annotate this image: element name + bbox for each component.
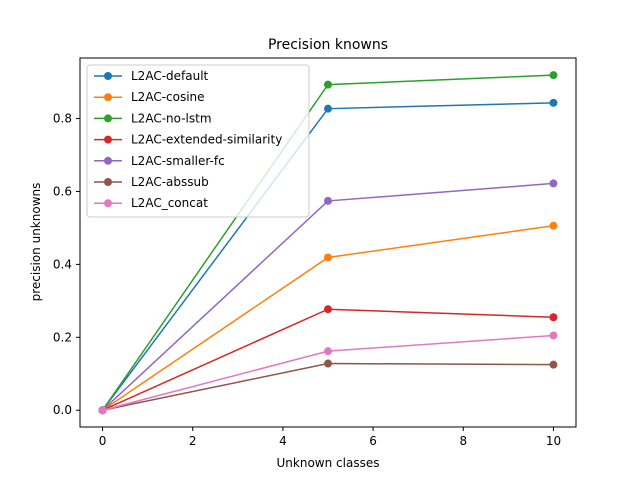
data-point — [549, 313, 558, 322]
axes-frame — [79, 57, 577, 428]
data-point — [324, 359, 332, 368]
y-tick-label: 0.2 — [53, 330, 72, 344]
y-tick-label: 0.4 — [53, 257, 72, 271]
legend-item: L2AC-smaller-fc — [94, 154, 225, 168]
data-point — [98, 406, 107, 415]
data-point — [549, 179, 558, 188]
x-tick-label: 8 — [459, 434, 467, 448]
data-point — [324, 305, 332, 314]
data-point — [549, 221, 558, 230]
legend-swatch-marker — [104, 156, 112, 165]
legend-box — [86, 64, 310, 218]
series-layer — [98, 71, 558, 415]
data-point — [324, 347, 332, 356]
legend-item: L2AC-extended-similarity — [94, 133, 282, 147]
x-tick-label: 6 — [369, 434, 377, 448]
legend-label: L2AC-default — [131, 69, 209, 83]
data-point — [549, 360, 558, 369]
data-point — [324, 80, 332, 89]
data-point — [324, 196, 332, 205]
y-tick-label: 0.0 — [53, 403, 72, 417]
data-point — [549, 331, 558, 340]
legend-label: L2AC-smaller-fc — [131, 154, 225, 168]
x-tick-label: 0 — [99, 434, 107, 448]
data-point — [549, 71, 558, 80]
legend-swatch-marker — [104, 135, 112, 144]
legend-swatch-marker — [104, 178, 112, 186]
data-point — [324, 104, 332, 113]
x-axis-title: Unknown classes — [277, 456, 380, 470]
legend-item: L2AC_concat — [94, 196, 208, 210]
legend-item: L2AC-no-lstm — [94, 111, 212, 125]
x-tick-label: 2 — [189, 434, 197, 448]
legend-item: L2AC-default — [94, 69, 209, 83]
y-axis-ticks: 0.0 0.2 0.4 0.6 0.8 — [53, 112, 80, 417]
data-point — [549, 98, 558, 107]
legend-swatch-marker — [104, 199, 112, 208]
legend-swatch-marker — [104, 114, 112, 123]
x-axis-ticks: 0 2 4 6 8 10 — [99, 427, 561, 448]
x-tick-label: 4 — [279, 434, 287, 448]
x-tick-label: 10 — [546, 434, 561, 448]
legend-item: L2AC-abssub — [94, 175, 209, 189]
legend-label: L2AC-no-lstm — [131, 111, 212, 125]
legend-label: L2AC-extended-similarity — [131, 133, 282, 147]
chart-title: Precision knowns — [268, 37, 388, 53]
legend-label: L2AC_concat — [131, 196, 208, 210]
legend-swatch-marker — [104, 72, 112, 80]
legend: L2AC-default L2AC-cosine L2AC-no-lstm L2AC-… — [86, 64, 310, 218]
y-tick-label: 0.6 — [53, 184, 72, 198]
y-axis-title: precision unknowns — [29, 183, 43, 302]
legend-item: L2AC-cosine — [94, 90, 205, 104]
legend-label: L2AC-abssub — [131, 175, 209, 189]
series-l2ac-concat — [98, 331, 558, 415]
data-point — [324, 253, 332, 262]
y-tick-label: 0.8 — [53, 112, 72, 126]
legend-swatch-marker — [104, 93, 112, 102]
legend-label: L2AC-cosine — [131, 90, 205, 104]
